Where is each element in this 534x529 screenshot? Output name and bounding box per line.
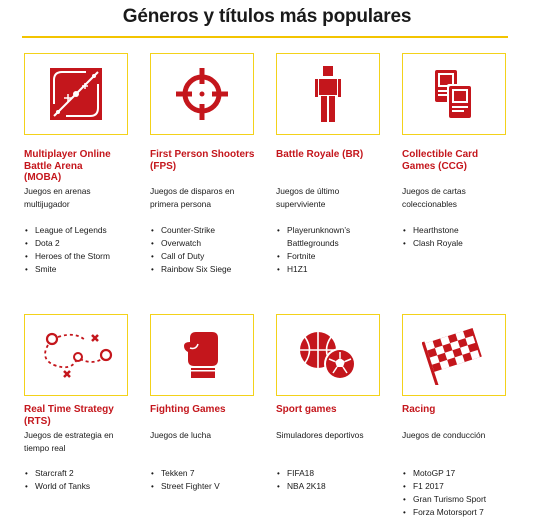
category-line: Racing <box>402 404 436 415</box>
category-line: Multiplayer Online <box>24 149 111 160</box>
title-list: Tekken 7 Street Fighter V <box>150 467 276 493</box>
list-item: Fortnite <box>276 250 402 263</box>
list-item: H1Z1 <box>276 263 402 276</box>
genre-description: Simuladores deportivos <box>276 430 364 440</box>
list-item: MotoGP 17 <box>402 467 528 480</box>
category-line: Sport games <box>276 404 337 415</box>
category-line: (MOBA) <box>24 172 62 183</box>
list-item: Dota 2 <box>24 237 150 250</box>
crosshair-icon <box>176 68 228 120</box>
category-line: (RTS) <box>24 415 51 427</box>
genre-description: Juegos de lucha <box>150 430 211 440</box>
icon-frame <box>150 314 254 396</box>
list-item: Hearthstone <box>402 224 528 237</box>
genre-description: Juegos de cartas <box>402 186 466 196</box>
category-line: Battle Arena <box>24 160 83 172</box>
list-item: NBA 2K18 <box>276 480 402 493</box>
list-item-continuation: Battlegrounds <box>287 238 339 248</box>
icon-frame <box>402 314 506 396</box>
list-item: Forza Motorsport 7 <box>402 506 528 519</box>
icon-frame <box>24 53 128 135</box>
checkered-flag-icon <box>422 327 482 385</box>
boxing-glove-icon <box>184 332 218 378</box>
list-item: League of Legends <box>24 224 150 237</box>
category-line: (FPS) <box>150 160 177 172</box>
genre-description: primera persona <box>150 199 211 209</box>
genre-description: coleccionables <box>402 199 457 209</box>
genre-description: superviviente <box>276 199 326 209</box>
genre-description: multijugador <box>24 199 70 209</box>
genre-description: Juegos de último <box>276 186 340 196</box>
genre-description: Juegos de disparos en <box>150 186 235 196</box>
icon-frame <box>150 53 254 135</box>
category-line: Games (CCG) <box>402 160 468 172</box>
list-item: Clash Royale <box>402 237 528 250</box>
icon-frame <box>276 314 380 396</box>
page-title: Géneros y títulos más populares <box>122 6 412 27</box>
list-item: Heroes of the Storm <box>24 250 150 263</box>
list-item: Call of Duty <box>150 250 276 263</box>
list-item: Counter-Strike <box>150 224 276 237</box>
list-item: F1 2017 <box>402 480 528 493</box>
list-item: Gran Turismo Sport <box>402 493 528 506</box>
list-item: Overwatch <box>150 237 276 250</box>
title-list: FIFA18 NBA 2K18 <box>276 467 402 493</box>
sports-balls-icon <box>300 332 356 380</box>
category-line: First Person Shooters <box>150 149 255 160</box>
title-list: League of Legends Dota 2 Heroes of the S… <box>24 224 150 276</box>
genre-description: tiempo real <box>24 443 66 453</box>
strategy-plan-icon <box>44 332 113 378</box>
standing-figure-icon <box>315 66 341 122</box>
list-item: Smite <box>24 263 150 276</box>
category-line: Fighting Games <box>150 404 226 415</box>
list-item: Street Fighter V <box>150 480 276 493</box>
list-item: Starcraft 2 <box>24 467 150 480</box>
title-list: MotoGP 17 F1 2017 Gran Turismo Sport For… <box>402 467 528 519</box>
icon-frame <box>402 53 506 135</box>
icon-frame <box>276 53 380 135</box>
icon-frame <box>24 314 128 396</box>
genre-description: Juegos de estrategia en <box>24 430 114 440</box>
title-list: Starcraft 2 World of Tanks <box>24 467 150 493</box>
moba-map-icon <box>50 68 102 120</box>
title-underline <box>22 36 508 38</box>
list-item: World of Tanks <box>24 480 150 493</box>
genre-description: Juegos de conducción <box>402 430 486 440</box>
title-list: Hearthstone Clash Royale <box>402 224 528 250</box>
list-item: Tekken 7 <box>150 467 276 480</box>
list-item: Rainbow Six Siege <box>150 263 276 276</box>
category-line: Real Time Strategy <box>24 404 114 415</box>
title-list: Playerunknown’s Battlegrounds Fortnite H… <box>276 224 402 276</box>
list-item: FIFA18 <box>276 467 402 480</box>
trading-cards-icon <box>435 70 473 120</box>
title-list: Counter-Strike Overwatch Call of Duty Ra… <box>150 224 276 276</box>
category-line: Battle Royale (BR) <box>276 149 364 160</box>
list-item: Playerunknown’s <box>276 224 402 237</box>
category-line: Collectible Card <box>402 149 479 160</box>
genre-description: Juegos en arenas <box>24 186 91 196</box>
